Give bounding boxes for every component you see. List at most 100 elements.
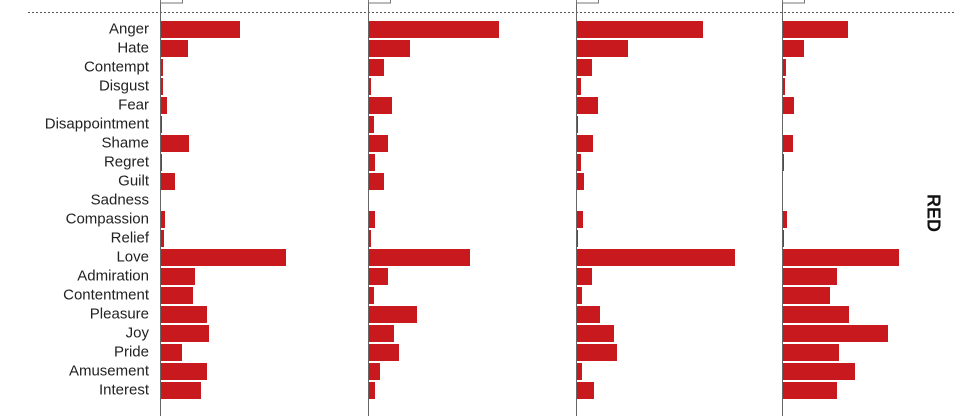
panel-header-tab (782, 0, 805, 4)
bar (369, 154, 375, 171)
category-label: Disappointment (45, 115, 150, 132)
category-label: Shame (101, 134, 149, 151)
category-labels: Anger Hate Contempt Disgust Fear Disappointme… (45, 20, 150, 398)
bar (577, 249, 735, 266)
category-label: Amusement (69, 362, 150, 379)
bar (161, 40, 188, 57)
category-label: Love (116, 248, 149, 265)
bar (161, 78, 163, 95)
category-label: Relief (111, 229, 150, 246)
category-label: Regret (104, 153, 150, 170)
bar (369, 287, 374, 304)
category-label: Sadness (91, 191, 149, 208)
bar (783, 154, 784, 171)
bar (161, 135, 189, 152)
bar (577, 287, 582, 304)
category-label: Pride (114, 343, 149, 360)
bar (783, 135, 793, 152)
bar (783, 325, 888, 342)
category-label: Contempt (84, 58, 150, 75)
bar (577, 59, 592, 76)
chart-panels (160, 0, 899, 416)
bar (783, 97, 794, 114)
bar (577, 230, 578, 247)
bar (783, 78, 785, 95)
bar (577, 97, 598, 114)
bar (577, 78, 581, 95)
bar (369, 382, 375, 399)
bar (369, 306, 417, 323)
bar (161, 21, 240, 38)
bar (783, 230, 784, 247)
bar (161, 59, 163, 76)
panel-3 (576, 0, 735, 416)
bar (577, 344, 617, 361)
bar (783, 268, 837, 285)
bar (161, 173, 175, 190)
bar (783, 382, 837, 399)
bar (783, 21, 848, 38)
category-label: Pleasure (90, 305, 149, 322)
bar (577, 135, 593, 152)
panel-header-tab (368, 0, 391, 4)
bar (577, 40, 628, 57)
category-label: Fear (118, 96, 149, 113)
bar (577, 116, 578, 133)
bar (161, 325, 209, 342)
bar (369, 173, 384, 190)
bar (161, 97, 167, 114)
bar (161, 363, 207, 380)
panel-4 (782, 0, 899, 416)
bar (369, 21, 499, 38)
bar (161, 268, 195, 285)
category-label: Compassion (66, 210, 149, 227)
category-label: Interest (99, 381, 150, 398)
panel-2 (368, 0, 499, 416)
bar (369, 135, 388, 152)
bar (577, 211, 583, 228)
bar (577, 268, 592, 285)
bar (161, 211, 165, 228)
bar (577, 325, 614, 342)
bar (161, 382, 201, 399)
bar (783, 249, 899, 266)
bar (783, 287, 830, 304)
bar (369, 116, 374, 133)
bar (369, 211, 375, 228)
category-label: Joy (126, 324, 150, 341)
bar (369, 59, 384, 76)
bar (369, 325, 394, 342)
bar (369, 268, 388, 285)
bar (369, 78, 371, 95)
bar (783, 363, 855, 380)
category-label: Anger (109, 20, 149, 37)
bar (161, 306, 207, 323)
category-label: Hate (117, 39, 149, 56)
panel-header-tab (160, 0, 183, 4)
panel-header-tab (576, 0, 599, 4)
bar (161, 249, 286, 266)
bar (161, 154, 162, 171)
bar (369, 97, 392, 114)
bar (161, 287, 193, 304)
category-label: Disgust (99, 77, 150, 94)
bar (577, 173, 584, 190)
category-label: Contentment (63, 286, 150, 303)
category-label: Admiration (77, 267, 149, 284)
bar (161, 230, 164, 247)
group-label: RED (923, 194, 943, 232)
category-label: Guilt (118, 172, 150, 189)
bar (161, 344, 182, 361)
bar (577, 306, 600, 323)
bar (577, 21, 703, 38)
bar (783, 344, 839, 361)
bar (369, 40, 410, 57)
bar (577, 363, 582, 380)
bar (369, 230, 371, 247)
bar (783, 59, 786, 76)
bar (369, 363, 380, 380)
bar (161, 116, 162, 133)
bar (783, 306, 849, 323)
panel-1 (160, 0, 286, 416)
